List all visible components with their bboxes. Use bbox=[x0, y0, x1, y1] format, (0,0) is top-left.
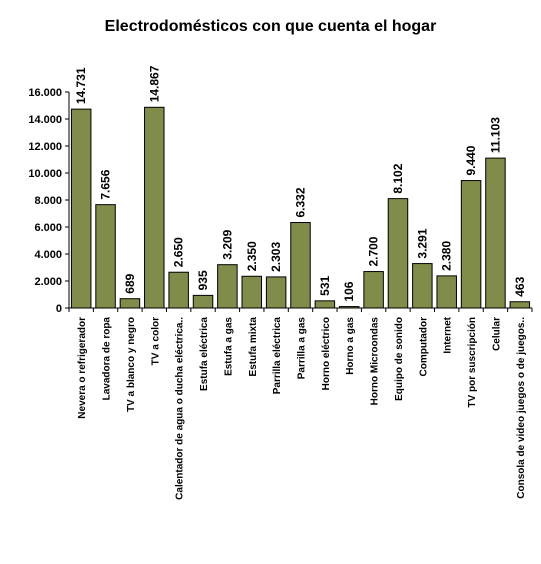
x-tick-label: TV a color bbox=[150, 317, 161, 365]
bar bbox=[241, 275, 263, 309]
bar bbox=[436, 275, 457, 309]
value-label: 3.209 bbox=[220, 229, 234, 259]
x-tick-label: Estufa eléctrica bbox=[199, 317, 210, 391]
y-axis: 0 2.000 4.000 6.000 8.000 10.000 12.000 14.000 1… bbox=[28, 87, 70, 315]
y-tick-label: 2.000 bbox=[34, 276, 62, 288]
y-tick-label: 14.000 bbox=[28, 114, 62, 126]
bar bbox=[485, 157, 506, 309]
y-tick-label: 12.000 bbox=[28, 141, 62, 153]
x-tick-label: Parrilla a gas bbox=[297, 317, 308, 380]
value-label: 3.291 bbox=[415, 228, 429, 258]
x-tick-label: Estufa mixta bbox=[248, 317, 259, 377]
value-label: 463 bbox=[513, 276, 527, 296]
x-tick-label: Computador bbox=[418, 317, 429, 377]
x-tick-label: TV por suscripción bbox=[467, 317, 478, 408]
bar bbox=[412, 263, 433, 309]
x-tick-label: Equipo de sonido bbox=[394, 317, 405, 401]
bar bbox=[144, 106, 165, 309]
bar bbox=[265, 276, 287, 309]
value-label: 2.380 bbox=[440, 241, 454, 271]
x-tick-label: Celular bbox=[491, 317, 502, 351]
bar bbox=[168, 271, 189, 309]
x-tick-label: Internet bbox=[443, 316, 454, 353]
bar bbox=[290, 222, 311, 309]
value-label: 689 bbox=[123, 273, 137, 293]
value-label: 9.440 bbox=[464, 145, 478, 175]
value-label: 2.350 bbox=[245, 241, 259, 271]
chart-title: Electrodomésticos con que cuenta el hoga… bbox=[104, 18, 437, 35]
y-tick-label: 4.000 bbox=[34, 249, 62, 261]
y-tick-label: 16.000 bbox=[28, 87, 62, 99]
value-label: 8.102 bbox=[391, 163, 405, 193]
value-label: 106 bbox=[342, 281, 356, 301]
value-label: 6.332 bbox=[294, 187, 308, 217]
bar bbox=[119, 298, 141, 309]
bar bbox=[70, 108, 92, 309]
value-labels: 14.731 7.656 689 14.867 2.650 935 3.209 2.350 2.… bbox=[74, 65, 527, 301]
bar bbox=[460, 180, 482, 309]
y-tick-label: 10.000 bbox=[28, 168, 62, 180]
y-tick-label: 0 bbox=[56, 303, 62, 315]
x-tick-label: Horno eléctrico bbox=[321, 317, 332, 390]
bar bbox=[387, 198, 409, 309]
x-tick-label: Estufa a gas bbox=[223, 317, 234, 376]
value-label: 935 bbox=[196, 270, 210, 290]
value-label: 2.650 bbox=[172, 237, 186, 267]
value-label: 2.303 bbox=[269, 242, 283, 272]
bar bbox=[217, 264, 238, 309]
x-tick-label: Lavadora de ropa bbox=[102, 317, 113, 401]
x-tick-label: Consola de video juegos o de juegos.. bbox=[516, 317, 527, 499]
value-label: 7.656 bbox=[99, 169, 113, 199]
bar bbox=[509, 301, 531, 309]
value-label: 14.867 bbox=[147, 65, 161, 102]
x-tick-label: Nevera o refrigerador bbox=[77, 317, 88, 419]
bars bbox=[70, 106, 531, 309]
y-tick-label: 6.000 bbox=[34, 222, 62, 234]
x-axis: Nevera o refrigerador Lavadora de ropa TV … bbox=[68, 307, 533, 500]
y-tick-label: 8.000 bbox=[34, 195, 62, 207]
bar bbox=[192, 294, 214, 309]
value-label: 531 bbox=[318, 275, 332, 295]
bar bbox=[363, 271, 384, 309]
value-label: 2.700 bbox=[367, 236, 381, 266]
x-tick-label: Parrilla eléctrica bbox=[272, 317, 283, 395]
x-tick-label: Horno a gas bbox=[345, 317, 356, 375]
value-label: 14.731 bbox=[74, 67, 88, 104]
bar bbox=[314, 300, 336, 309]
x-tick-label: Horno Microondas bbox=[370, 317, 381, 406]
value-label: 11.103 bbox=[488, 117, 502, 153]
x-tick-label: TV a blanco y negro bbox=[126, 317, 137, 412]
x-tick-label: Calentador de agua o ducha eléctrica.. bbox=[175, 317, 186, 500]
bar bbox=[95, 204, 116, 309]
